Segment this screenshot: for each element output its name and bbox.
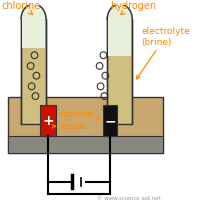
Text: cathode: cathode	[59, 110, 100, 121]
Bar	[8, 136, 163, 154]
Text: hydrogen: hydrogen	[110, 1, 156, 16]
Bar	[40, 105, 56, 136]
Text: © www.science aid.net: © www.science aid.net	[97, 195, 161, 200]
Text: anode: anode	[52, 122, 86, 131]
Polygon shape	[107, 5, 132, 20]
Polygon shape	[21, 5, 46, 20]
Bar	[22, 20, 45, 49]
Bar	[21, 20, 46, 125]
Text: chlorine: chlorine	[2, 1, 41, 16]
Polygon shape	[107, 5, 132, 20]
Bar	[108, 20, 131, 57]
Text: electrolyte
(brine): electrolyte (brine)	[136, 27, 190, 80]
Bar	[107, 20, 132, 125]
Polygon shape	[21, 5, 46, 20]
Bar	[8, 98, 163, 154]
Text: +: +	[42, 114, 54, 128]
Text: −: −	[104, 114, 116, 128]
Bar	[103, 105, 117, 136]
